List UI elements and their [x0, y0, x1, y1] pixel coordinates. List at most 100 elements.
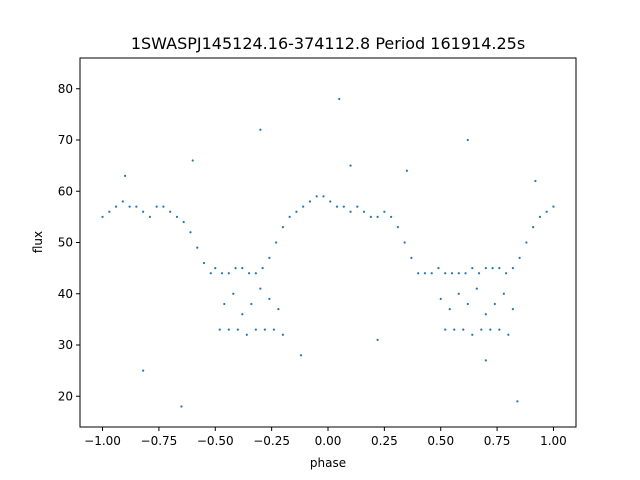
data-point	[511, 267, 514, 270]
data-point	[439, 297, 442, 300]
data-point	[383, 210, 386, 213]
x-tick-label: 0.25	[371, 434, 398, 448]
data-point	[196, 246, 199, 249]
data-point	[254, 328, 257, 331]
data-point	[142, 210, 145, 213]
data-points	[101, 97, 555, 408]
data-point	[254, 272, 257, 275]
data-point	[101, 215, 104, 218]
data-point	[281, 226, 285, 229]
data-point	[502, 292, 505, 295]
data-point	[471, 333, 474, 336]
data-point	[376, 338, 379, 341]
data-point	[437, 267, 440, 270]
data-point	[342, 205, 345, 208]
data-point	[444, 328, 447, 331]
data-point	[123, 174, 127, 177]
data-point	[259, 128, 262, 131]
x-tick-label: −1.00	[84, 434, 121, 448]
data-point	[534, 179, 537, 183]
data-point	[450, 272, 454, 275]
y-axis-ticks: 20 30 40 50 60 70 80	[58, 82, 80, 403]
data-point	[234, 267, 237, 270]
data-point	[288, 215, 291, 218]
data-point	[362, 210, 366, 213]
data-point	[209, 272, 212, 275]
data-point	[295, 210, 298, 213]
data-point	[532, 226, 535, 229]
data-point	[349, 210, 352, 213]
data-point	[308, 200, 312, 203]
y-tick-label: 80	[58, 82, 73, 96]
data-point	[491, 267, 494, 270]
data-point	[277, 308, 280, 311]
data-point	[423, 272, 427, 275]
data-point	[403, 241, 406, 244]
data-point	[302, 205, 305, 208]
data-point	[223, 302, 226, 306]
data-point	[475, 287, 478, 290]
data-point	[241, 313, 244, 316]
data-point	[108, 210, 111, 213]
data-point	[516, 400, 519, 403]
data-point	[405, 169, 409, 172]
plot-frame	[79, 57, 577, 428]
data-point	[315, 195, 318, 198]
data-point	[191, 159, 194, 162]
data-point	[275, 241, 278, 244]
x-tick-label: −0.25	[253, 434, 290, 448]
data-point	[281, 333, 285, 336]
data-point	[227, 328, 230, 331]
data-point	[410, 256, 413, 259]
data-point	[114, 205, 118, 208]
x-tick-label: −0.75	[141, 434, 178, 448]
data-point	[180, 405, 183, 408]
data-point	[507, 333, 510, 336]
data-point	[335, 205, 339, 208]
data-point	[369, 215, 372, 218]
data-point	[518, 256, 521, 259]
data-point	[471, 267, 474, 270]
data-point	[121, 200, 124, 203]
data-point	[489, 328, 492, 331]
data-point	[299, 354, 303, 357]
data-point	[466, 138, 469, 142]
data-point	[169, 210, 172, 213]
x-tick-label: 1.00	[540, 434, 567, 448]
chart-title: 1SWASPJ145124.16-374112.8 Period 161914.…	[131, 34, 525, 53]
data-point	[220, 272, 224, 275]
data-point	[493, 302, 496, 306]
data-point	[142, 369, 145, 372]
data-point	[182, 220, 185, 224]
data-point	[268, 297, 271, 300]
data-point	[538, 215, 542, 218]
data-point	[245, 333, 248, 336]
x-tick-label: −0.50	[197, 434, 234, 448]
data-point	[263, 328, 266, 331]
data-point	[329, 200, 332, 203]
x-axis-ticks: −1.00 −0.75 −0.50 −0.25 0.00 0.25 0.50 0.75 1.00	[84, 427, 567, 448]
data-point	[356, 205, 359, 208]
data-point	[236, 328, 239, 331]
data-point	[175, 215, 179, 218]
x-axis-label: phase	[310, 456, 346, 470]
data-point	[448, 308, 451, 311]
x-tick-label: 0.00	[315, 434, 342, 448]
data-point	[259, 287, 262, 290]
x-tick-label: 0.75	[484, 434, 511, 448]
data-point	[241, 267, 244, 270]
data-point	[444, 272, 447, 275]
data-point	[552, 205, 555, 208]
data-point	[272, 328, 275, 331]
data-point	[464, 272, 467, 275]
data-point	[376, 215, 379, 218]
data-point	[511, 308, 514, 311]
data-point	[484, 267, 487, 270]
data-point	[232, 292, 235, 295]
data-point	[505, 272, 508, 275]
data-point	[545, 210, 548, 213]
data-point	[462, 328, 465, 331]
data-point	[396, 226, 399, 229]
y-tick-label: 70	[58, 133, 73, 147]
x-tick-label: 0.50	[427, 434, 454, 448]
